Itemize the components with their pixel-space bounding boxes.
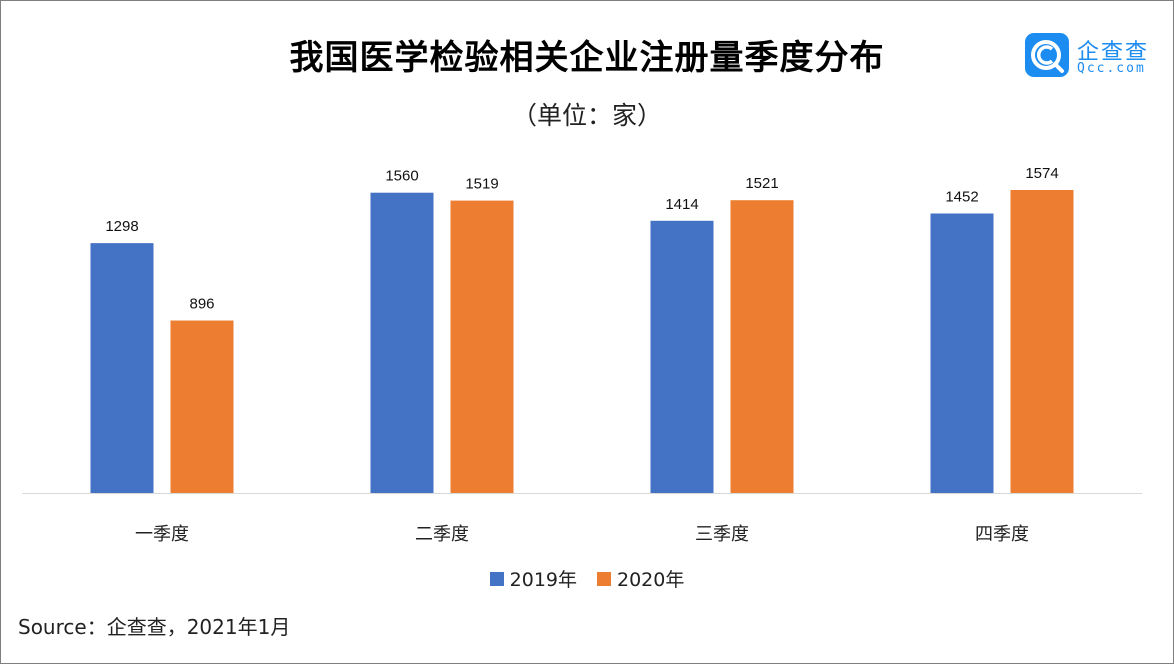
data-label: 1521 [745,175,778,192]
data-label: 896 [189,296,214,313]
qcc-logo: 企查查 Qcc.com [1025,33,1165,79]
chart-title: 我国医学检验相关企业注册量季度分布 [289,38,885,78]
legend-item: 2020年 [597,565,684,592]
data-label: 1519 [465,176,498,193]
bar-2019年-一季度 [90,243,154,493]
chart-legend: 2019年 2020年 [0,565,1174,592]
data-label: 1574 [1025,165,1058,182]
bar-2019年-二季度 [370,192,434,493]
data-label: 1298 [105,218,138,235]
category-label: 一季度 [135,524,189,545]
legend-label: 2020年 [617,569,685,591]
bar-2020年-四季度 [1010,190,1074,493]
legend-swatch [489,571,504,586]
chart-subtitle: （单位：家） [511,101,662,130]
bar-2019年-三季度 [650,220,714,493]
legend-swatch [597,571,611,586]
source-note: Source：企查查，2021年1月 [18,615,291,639]
data-label: 1452 [945,188,978,205]
qcc-logo-icon [1025,33,1069,77]
qcc-logo-domain: Qcc.com [1077,61,1146,76]
category-label: 四季度 [975,524,1029,545]
bar-2020年-二季度 [450,200,514,493]
legend-item: 2019年 [489,565,577,592]
data-label: 1414 [665,196,698,213]
legend-label: 2019年 [509,569,577,591]
bar-2020年-三季度 [730,200,794,493]
category-label: 三季度 [695,524,749,545]
data-label: 1560 [385,168,418,185]
bar-2019年-四季度 [930,213,994,493]
category-label: 二季度 [415,524,469,545]
qcc-logo-name: 企查查 [1077,40,1150,65]
bar-2020年-一季度 [170,320,234,493]
